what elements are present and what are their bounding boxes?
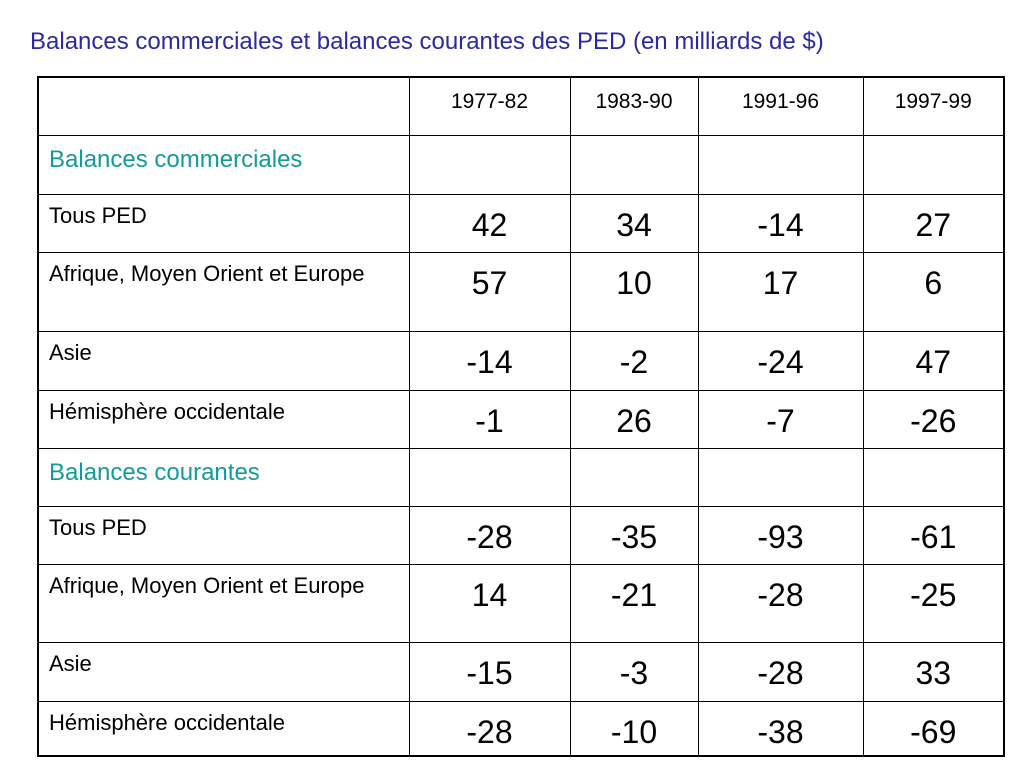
value-cell: -25 [862, 563, 1005, 643]
data-row: Tous PED -28 -35 -93 -61 [37, 505, 1005, 565]
section-row: Balances commerciales [37, 134, 1005, 195]
data-row: Hémisphère occidentale -1 26 -7 -26 [37, 389, 1005, 449]
value-cell: 47 [862, 330, 1005, 391]
header-cell: 1983-90 [569, 76, 699, 136]
data-row: Tous PED 42 34 -14 27 [37, 193, 1005, 253]
header-cell [37, 76, 410, 136]
header-cell: 1997-99 [862, 76, 1005, 136]
value-cell: 17 [697, 251, 864, 332]
value-cell: -28 [408, 700, 571, 757]
data-table: 1977-82 1983-90 1991-96 1997-99 Balances com… [37, 76, 1005, 757]
row-label: Afrique, Moyen Orient et Europe [37, 251, 410, 332]
value-cell: -7 [697, 389, 864, 449]
value-cell: -28 [697, 641, 864, 702]
value-cell: -93 [697, 505, 864, 565]
value-cell: 33 [862, 641, 1005, 702]
value-cell: -10 [569, 700, 699, 757]
value-cell: -3 [569, 641, 699, 702]
slide-title: Balances commerciales et balances couran… [30, 28, 824, 55]
data-row: Afrique, Moyen Orient et Europe 57 10 17 6 [37, 251, 1005, 332]
empty-cell [862, 134, 1005, 195]
value-cell: -28 [697, 563, 864, 643]
value-cell: -1 [408, 389, 571, 449]
value-cell: -26 [862, 389, 1005, 449]
row-label: Tous PED [37, 193, 410, 253]
header-cell: 1977-82 [408, 76, 571, 136]
row-label: Hémisphère occidentale [37, 700, 410, 757]
data-row: Asie -15 -3 -28 33 [37, 641, 1005, 702]
data-row: Asie -14 -2 -24 47 [37, 330, 1005, 391]
value-cell: 14 [408, 563, 571, 643]
value-cell: 42 [408, 193, 571, 253]
row-label: Afrique, Moyen Orient et Europe [37, 563, 410, 643]
header-row: 1977-82 1983-90 1991-96 1997-99 [37, 76, 1005, 136]
empty-cell [569, 447, 699, 507]
value-cell: 57 [408, 251, 571, 332]
section-label: Balances commerciales [37, 134, 410, 195]
value-cell: 26 [569, 389, 699, 449]
empty-cell [697, 447, 864, 507]
value-cell: 10 [569, 251, 699, 332]
value-cell: -69 [862, 700, 1005, 757]
value-cell: -21 [569, 563, 699, 643]
header-cell: 1991-96 [697, 76, 864, 136]
row-label: Asie [37, 330, 410, 391]
value-cell: -61 [862, 505, 1005, 565]
value-cell: -28 [408, 505, 571, 565]
value-cell: -24 [697, 330, 864, 391]
row-label: Asie [37, 641, 410, 702]
value-cell: 6 [862, 251, 1005, 332]
empty-cell [569, 134, 699, 195]
value-cell: -38 [697, 700, 864, 757]
value-cell: -35 [569, 505, 699, 565]
empty-cell [697, 134, 864, 195]
value-cell: 34 [569, 193, 699, 253]
value-cell: -15 [408, 641, 571, 702]
row-label: Hémisphère occidentale [37, 389, 410, 449]
value-cell: 27 [862, 193, 1005, 253]
row-label: Tous PED [37, 505, 410, 565]
value-cell: -2 [569, 330, 699, 391]
value-cell: -14 [408, 330, 571, 391]
empty-cell [862, 447, 1005, 507]
section-label: Balances courantes [37, 447, 410, 507]
empty-cell [408, 447, 571, 507]
data-row: Hémisphère occidentale -28 -10 -38 -69 [37, 700, 1005, 757]
section-row: Balances courantes [37, 447, 1005, 507]
value-cell: -14 [697, 193, 864, 253]
data-row: Afrique, Moyen Orient et Europe 14 -21 -28-… [37, 563, 1005, 643]
empty-cell [408, 134, 571, 195]
